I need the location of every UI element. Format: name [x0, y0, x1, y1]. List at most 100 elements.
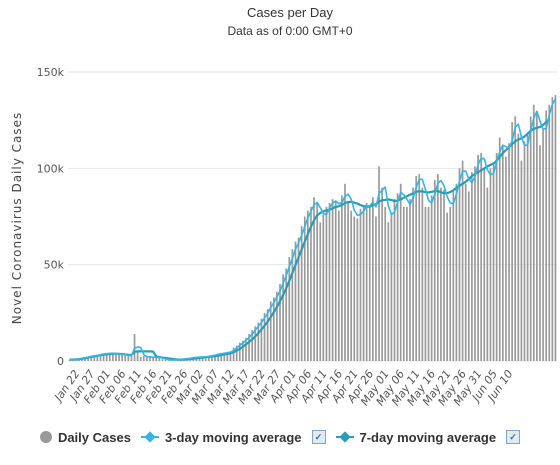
daily-cases-bar: [313, 197, 315, 361]
daily-cases-bar: [551, 97, 554, 362]
daily-cases-bar: [105, 353, 108, 361]
daily-cases-bar: [235, 345, 238, 361]
daily-cases-bar: [464, 183, 467, 361]
daily-cases-bar: [102, 353, 105, 361]
daily-cases-bar: [554, 95, 557, 362]
daily-cases-bar: [523, 141, 526, 361]
daily-cases-bar: [393, 199, 396, 361]
daily-cases-bar: [402, 206, 405, 361]
daily-cases-bar: [539, 145, 541, 361]
daily-cases-bar: [517, 133, 520, 361]
daily-cases-bar: [505, 156, 507, 361]
daily-cases-bar: [266, 308, 269, 361]
y-tick-label: 50k: [44, 259, 65, 272]
chart-subtitle: Data as of 0:00 GMT+0: [227, 24, 352, 38]
daily-cases-bar: [347, 203, 349, 361]
daily-cases-bar: [291, 249, 294, 361]
daily-cases-bar: [424, 206, 427, 361]
daily-cases-bar: [288, 256, 291, 361]
daily-cases-bar: [242, 340, 244, 361]
daily-cases-bar: [440, 187, 442, 361]
legend-7day-average[interactable]: 7-day moving average: [335, 430, 496, 445]
daily-cases-bar: [384, 206, 387, 361]
daily-cases-bar: [418, 174, 421, 361]
7day-average-marker-icon: [335, 431, 354, 443]
daily-cases-bar: [526, 133, 529, 361]
y-axis-label: Novel Coronavirus Daily Cases: [10, 112, 24, 324]
daily-cases-bar: [130, 355, 133, 361]
daily-cases-bar: [480, 152, 483, 361]
daily-cases-bar: [529, 116, 532, 361]
daily-cases-bar: [381, 187, 383, 361]
daily-cases-bar: [399, 183, 402, 361]
daily-cases-bar: [536, 112, 538, 362]
cases-per-day-chart: Cases per Day Data as of 0:00 GMT+0 Nove…: [10, 5, 557, 408]
daily-cases-bar: [344, 183, 346, 361]
daily-cases-bar: [124, 355, 127, 361]
daily-cases-bar: [458, 168, 461, 361]
daily-cases-bar: [118, 354, 120, 361]
daily-cases-bar: [307, 210, 309, 361]
daily-cases-bar: [136, 350, 139, 361]
legend-daily-cases-label: Daily Cases: [57, 429, 131, 445]
daily-cases-bar: [112, 353, 114, 361]
chart-legend: Daily Cases 3-day moving average ✓ 7-day…: [0, 424, 560, 450]
daily-cases-bar: [87, 356, 89, 361]
daily-cases-bar: [328, 203, 331, 361]
daily-cases-bar: [378, 166, 380, 361]
daily-cases-bar: [365, 203, 368, 361]
moving-average-lines: [69, 98, 557, 361]
y-tick-label: 0: [57, 355, 64, 368]
daily-cases-bar: [461, 160, 464, 361]
daily-cases-bar: [272, 297, 275, 361]
daily-cases-bar: [217, 353, 219, 361]
daily-cases-bar: [146, 357, 148, 361]
daily-cases-bar: [511, 122, 513, 361]
3day-average-toggle-checkbox[interactable]: ✓: [311, 430, 326, 444]
daily-cases-bar: [372, 197, 374, 361]
daily-cases-bar: [387, 222, 390, 361]
y-tick-label: 100k: [37, 162, 65, 175]
daily-cases-bar: [319, 222, 322, 361]
daily-cases-bar: [285, 268, 288, 361]
daily-cases-bar: [427, 206, 430, 361]
daily-cases-bar: [449, 206, 452, 361]
daily-cases-bar: [421, 187, 424, 361]
daily-cases-bar: [483, 168, 486, 361]
daily-cases-bar: [276, 291, 278, 361]
daily-cases-bar: [508, 143, 510, 361]
legend-daily-cases[interactable]: Daily Cases: [39, 429, 131, 445]
7day-average-toggle-checkbox[interactable]: ✓: [506, 430, 521, 444]
daily-cases-bar: [96, 354, 99, 361]
daily-cases-bar: [167, 360, 170, 361]
daily-cases-bars: [68, 95, 557, 362]
daily-cases-bar: [164, 359, 167, 361]
daily-cases-bar: [220, 353, 223, 361]
daily-cases-bar: [90, 355, 93, 361]
daily-cases-bar: [294, 241, 297, 361]
daily-cases-bar: [248, 334, 250, 361]
daily-cases-bar: [331, 199, 334, 361]
daily-cases-bar: [548, 104, 551, 361]
daily-cases-bar: [254, 326, 257, 361]
daily-cases-bar: [396, 193, 399, 361]
daily-cases-bar: [337, 210, 340, 361]
daily-cases-bar: [409, 199, 411, 361]
daily-cases-bar: [155, 357, 158, 361]
daily-cases-bar: [226, 352, 229, 361]
daily-cases-bar: [133, 334, 136, 361]
daily-cases-bar: [198, 357, 201, 361]
daily-cases-bar: [433, 179, 436, 361]
daily-cases-bar: [282, 274, 284, 361]
daily-cases-bar: [532, 104, 535, 361]
daily-cases-bar: [161, 359, 164, 361]
daily-cases-bar: [142, 355, 145, 361]
daily-cases-bar: [211, 355, 213, 361]
daily-cases-bar: [467, 191, 470, 361]
daily-cases-bar: [406, 206, 408, 361]
daily-cases-bar: [471, 172, 473, 361]
legend-3day-average[interactable]: 3-day moving average: [140, 430, 302, 445]
daily-cases-bar: [325, 206, 328, 361]
daily-cases-bar: [245, 337, 247, 361]
